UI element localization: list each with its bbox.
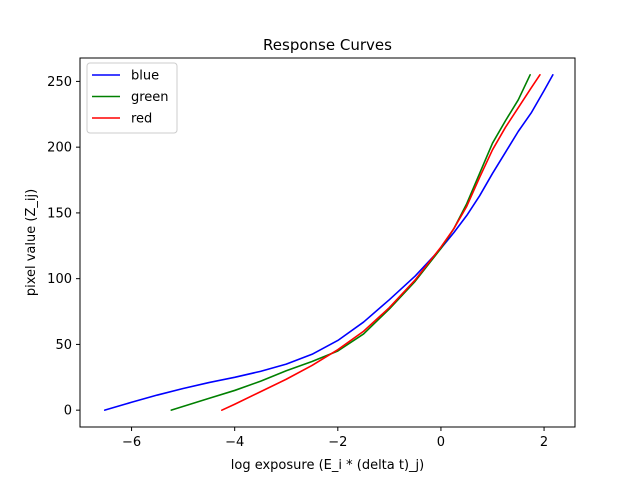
legend-label-green: green xyxy=(131,90,169,105)
y-tick-label: 250 xyxy=(47,75,72,90)
plot-frame xyxy=(79,57,576,428)
x-tick-label: −4 xyxy=(225,435,244,450)
x-axis-ticks: −6 −4 −2 0 2 xyxy=(122,427,548,450)
y-tick-label: 150 xyxy=(47,206,72,221)
y-tick-label: 0 xyxy=(64,404,72,419)
series-layer xyxy=(103,74,554,411)
x-tick-label: −2 xyxy=(328,435,347,450)
series-line-red xyxy=(221,74,541,411)
legend-label-red: red xyxy=(131,112,152,127)
legend-box xyxy=(86,62,178,134)
y-tick-label: 50 xyxy=(55,338,72,353)
x-tick-label: −6 xyxy=(122,435,141,450)
series-line-blue xyxy=(103,74,554,411)
x-tick-label: 2 xyxy=(540,435,548,450)
legend: blue green red xyxy=(86,62,178,134)
legend-label-blue: blue xyxy=(131,69,159,84)
y-axis-ticks: 0 50 100 150 200 250 xyxy=(47,75,80,419)
y-axis-label: pixel value (Z_ij) xyxy=(24,189,39,296)
y-tick-label: 100 xyxy=(47,272,72,287)
y-tick-label: 200 xyxy=(47,141,72,156)
series-line-green xyxy=(170,74,531,411)
x-axis-label: log exposure (E_i * (delta t)_j) xyxy=(231,458,424,473)
chart-title: Response Curves xyxy=(263,36,392,54)
x-tick-label: 0 xyxy=(437,435,445,450)
